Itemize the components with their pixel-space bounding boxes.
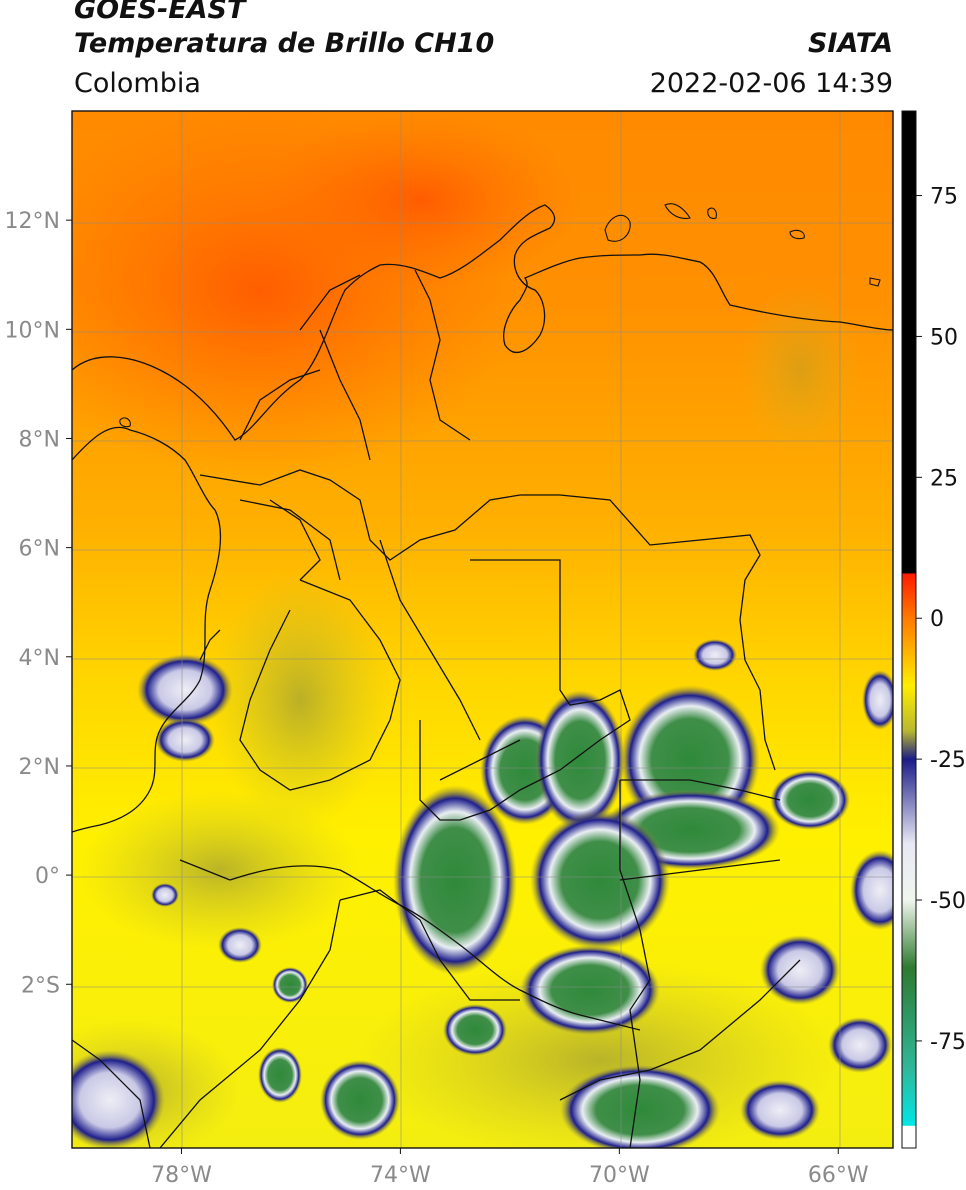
colorbar-tick-label: -25 bbox=[930, 748, 966, 773]
colorbar-tick-label: 0 bbox=[930, 607, 944, 632]
brightness-temperature-field bbox=[72, 111, 893, 1148]
datetime-label: 2022-02-06 14:39 bbox=[649, 68, 893, 99]
colorbar-ticks: 75 50 25 0 -25 -50 -75 bbox=[916, 185, 966, 1055]
colorbar-tick-label: -75 bbox=[930, 1030, 966, 1055]
lat-tick-label: 4°N bbox=[19, 646, 60, 671]
title-product: Temperatura de Brillo CH10 bbox=[74, 28, 495, 59]
map-frame bbox=[71, 110, 894, 1149]
lon-tick-label: 78°W bbox=[151, 1163, 212, 1188]
lon-tick-label: 66°W bbox=[808, 1163, 869, 1188]
latitude-ticks: 12°N 10°N 8°N 6°N 4°N 2°N 0° 2°S bbox=[5, 209, 72, 998]
lat-tick-label: 6°N bbox=[19, 537, 60, 562]
lat-tick-label: 0° bbox=[35, 864, 60, 889]
map-gridlines bbox=[72, 111, 893, 1148]
coastlines-and-borders bbox=[72, 204, 893, 1148]
lat-tick-label: 8°N bbox=[19, 427, 60, 452]
lat-tick-label: 2°N bbox=[19, 755, 60, 780]
lon-tick-label: 74°W bbox=[370, 1163, 431, 1188]
islands bbox=[119, 203, 881, 428]
lat-tick-label: 10°N bbox=[5, 318, 60, 343]
lat-tick-label: 12°N bbox=[5, 209, 60, 234]
lat-tick-label: 2°S bbox=[21, 973, 60, 998]
colorbar-frame bbox=[901, 110, 917, 1149]
region-label: Colombia bbox=[74, 68, 201, 99]
colorbar-tick-label: 50 bbox=[930, 325, 958, 350]
colorbar-tick-label: 75 bbox=[930, 185, 958, 210]
source-label: SIATA bbox=[807, 28, 893, 59]
colorbar-tick-label: -50 bbox=[930, 889, 966, 914]
longitude-ticks: 78°W 74°W 70°W 66°W bbox=[151, 1148, 869, 1188]
title-satellite: GOES-EAST bbox=[74, 0, 246, 25]
colorbar bbox=[902, 111, 916, 1148]
lon-tick-label: 70°W bbox=[589, 1163, 650, 1188]
colorbar-tick-label: 25 bbox=[930, 466, 958, 491]
